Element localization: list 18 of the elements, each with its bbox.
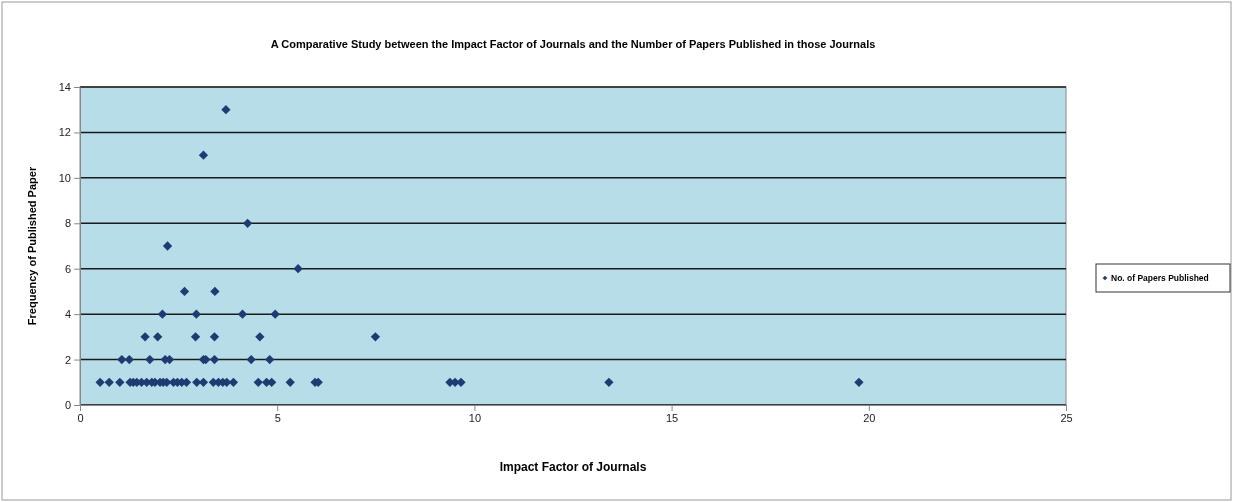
- y-tick-label: 8: [64, 217, 71, 230]
- x-tick-label: 15: [665, 411, 679, 424]
- y-tick-label: 4: [64, 308, 71, 321]
- y-tick-label: 0: [64, 399, 71, 412]
- y-tick-label: 10: [58, 171, 71, 184]
- x-tick-label: 25: [1060, 411, 1073, 424]
- x-tick-label: 10: [468, 411, 482, 424]
- x-tick-label: 0: [77, 411, 84, 424]
- y-tick-label: 2: [64, 353, 71, 366]
- legend-label: No. of Papers Published: [1111, 273, 1209, 283]
- y-tick-label: 14: [58, 81, 71, 94]
- x-axis-title: Impact Factor of Journals: [499, 460, 647, 474]
- y-tick-label: 6: [64, 262, 71, 275]
- y-tick-label: 12: [58, 126, 71, 139]
- x-tick-label: 5: [274, 411, 281, 424]
- x-tick-label: 20: [863, 411, 876, 424]
- y-axis-title: Frequency of Published Paper: [26, 166, 38, 326]
- chart-title: A Comparative Study between the Impact Factor of Journals and the Number of Papers Published in those Journals: [270, 38, 876, 50]
